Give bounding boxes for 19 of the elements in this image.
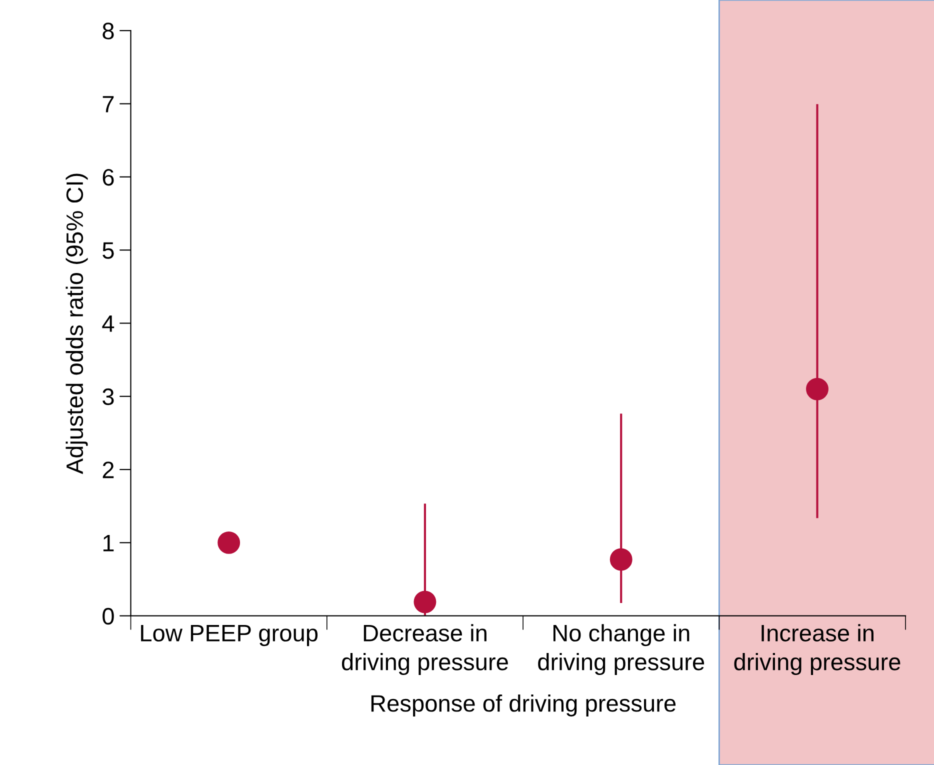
x-axis-title: Response of driving pressure — [371, 694, 676, 716]
y-axis-title: Adjusted odds ratio (95% CI) — [66, 174, 88, 474]
point — [218, 531, 240, 554]
y-tick-label: 8 — [102, 22, 114, 40]
y-tick-label: 6 — [102, 168, 114, 186]
point — [806, 378, 828, 400]
y-tick-label: 2 — [102, 462, 114, 478]
y-tick-label: 1 — [103, 534, 114, 552]
x-tick-label: Decrease in driving pressure — [342, 624, 508, 676]
point — [610, 548, 632, 571]
point — [414, 590, 436, 614]
x-tick-label: Increase in driving pressure — [734, 624, 900, 676]
x-tick-label: Low PEEP group — [141, 625, 318, 646]
y-tick-label: 5 — [102, 242, 114, 259]
y-tick-label: 4 — [102, 316, 114, 332]
y-tick-label: 0 — [102, 608, 114, 625]
y-tick-label: 7 — [102, 96, 114, 112]
y-tick-label: 3 — [102, 388, 114, 406]
x-tick-label: No change in driving pressure — [538, 624, 704, 676]
